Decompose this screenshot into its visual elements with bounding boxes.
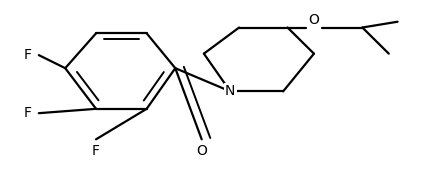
Text: O: O: [196, 144, 207, 158]
Text: N: N: [225, 84, 236, 98]
Text: F: F: [24, 106, 32, 120]
Text: F: F: [92, 144, 100, 158]
Text: O: O: [308, 13, 319, 27]
Text: F: F: [24, 48, 32, 62]
